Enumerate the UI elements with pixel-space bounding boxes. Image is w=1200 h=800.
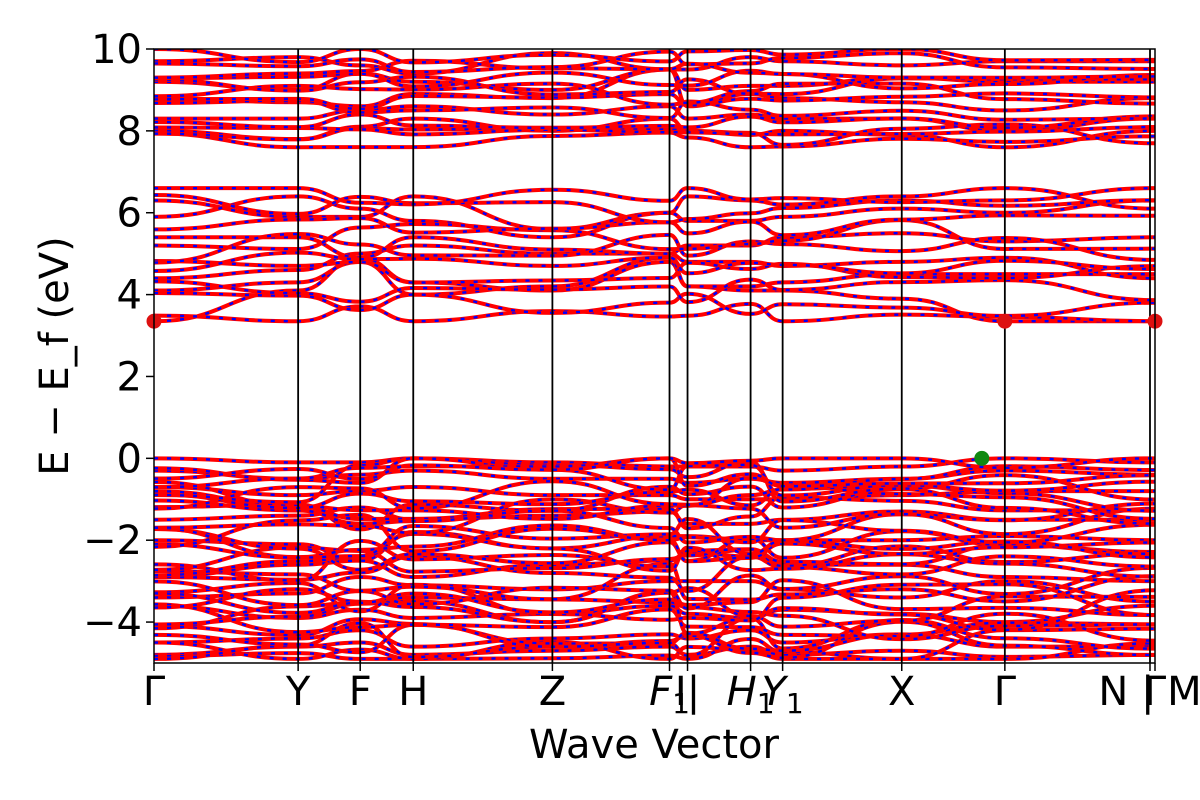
band-line — [154, 489, 1155, 531]
band-line-dashed — [154, 604, 1155, 624]
y-tick-label: 10 — [91, 27, 142, 73]
band-line-dashed — [154, 214, 1155, 237]
y-tick-label: 2 — [117, 354, 142, 400]
x-tick-label: F — [349, 669, 372, 715]
y-tick-label: 8 — [117, 109, 142, 155]
y-tick-label: −2 — [83, 518, 142, 564]
y-tick-label: 4 — [117, 273, 142, 319]
x-tick-label: X — [888, 669, 915, 715]
band-line-dashed — [154, 232, 1155, 264]
band-line-dashed — [154, 586, 1155, 628]
band-line — [154, 456, 1155, 490]
band-line-dashed — [154, 476, 1155, 521]
high-symmetry-lines — [297, 49, 1151, 663]
x-tick-label: I| — [675, 669, 700, 715]
band-line — [154, 231, 1155, 260]
band-line — [154, 291, 1155, 318]
plot-frame — [153, 48, 1156, 664]
x-tick-label: Γ — [1144, 669, 1167, 715]
band-line-dashed — [154, 125, 1155, 136]
band-line-dashed — [154, 457, 1155, 497]
x-tick-label: H — [398, 669, 428, 715]
band-line-dashed — [154, 641, 1155, 659]
x-tick-label: Γ — [143, 669, 166, 715]
band-line-dashed — [154, 627, 1155, 661]
cbm-marker — [997, 313, 1013, 329]
band-line — [154, 554, 1155, 594]
x-tick-label: Y1 — [761, 669, 803, 720]
x-tick-label: H1 — [727, 669, 775, 720]
band-line — [154, 523, 1155, 564]
x-tick-label: F1 — [649, 669, 690, 720]
band-line — [154, 186, 1155, 207]
band-line-dashed — [154, 49, 1155, 64]
band-line-dashed — [154, 131, 1155, 149]
band-line-dashed — [154, 530, 1155, 562]
y-tick-label: 6 — [117, 191, 142, 237]
band-line — [154, 250, 1155, 276]
x-tick-label: Y — [285, 669, 311, 715]
band-line-dashed — [154, 581, 1155, 622]
band-line-dashed — [154, 579, 1155, 617]
band-line-dashed — [154, 566, 1155, 610]
band-line-dashed — [154, 457, 1155, 481]
band-line-dashed — [154, 69, 1155, 90]
band-line — [154, 561, 1155, 604]
y-tick-label: 0 — [117, 436, 142, 482]
band-lines — [154, 49, 1155, 661]
x-tick-label: Z — [539, 669, 566, 715]
band-line-dashed — [154, 465, 1155, 510]
band-line-dashed — [154, 59, 1155, 79]
band-line-dashed — [154, 186, 1155, 239]
x-tick-label: N | M — [1098, 669, 1200, 715]
extremum-markers — [146, 313, 1163, 466]
x-tick-label: Γ — [994, 669, 1017, 715]
band-line-dashed — [154, 485, 1155, 501]
band-line-dashed — [154, 616, 1155, 657]
y-tick-label: −4 — [83, 600, 142, 646]
band-line-dashed — [154, 113, 1155, 130]
band-line-dashed — [154, 278, 1155, 304]
y-axis: 10 8 6 4 2 0 −2 −4 — [83, 27, 154, 646]
band-line — [154, 91, 1155, 111]
band-line — [154, 218, 1155, 252]
band-line — [154, 98, 1155, 122]
y-axis-label: E − E_f (eV) — [32, 236, 78, 475]
band-line — [154, 497, 1155, 537]
vbm-marker — [974, 450, 990, 466]
band-line-dashed — [154, 629, 1155, 648]
band-line-dashed — [154, 51, 1155, 75]
x-axis-label: Wave Vector — [529, 722, 780, 768]
band-line — [154, 602, 1155, 643]
band-line — [154, 637, 1155, 661]
band-line — [154, 259, 1155, 285]
